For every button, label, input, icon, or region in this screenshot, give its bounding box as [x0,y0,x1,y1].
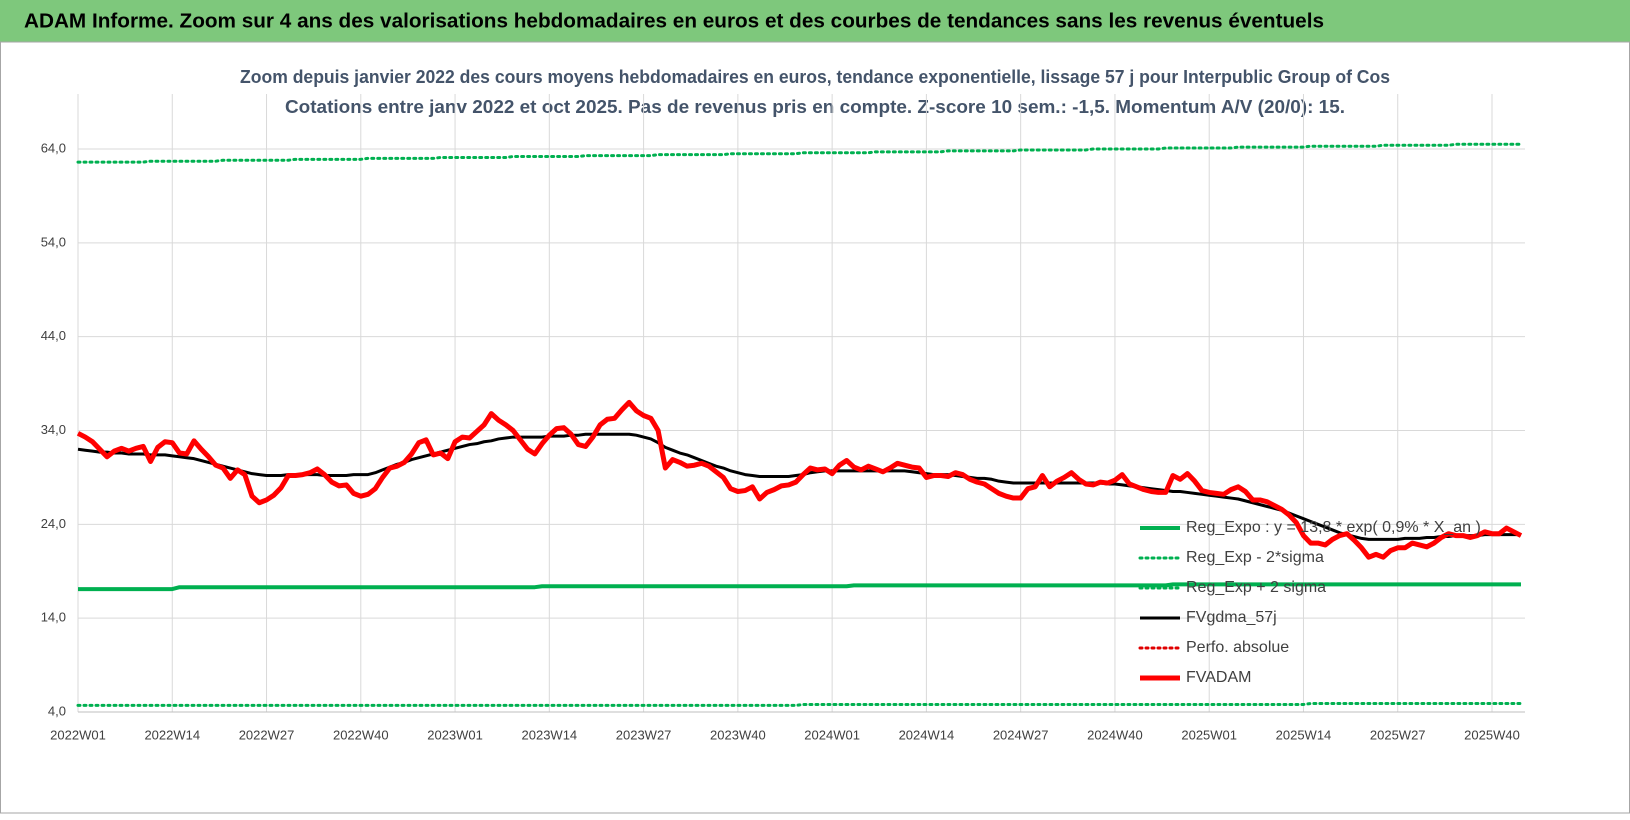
x-tick-label: 2022W01 [50,727,106,742]
grid: 4,0 14,0 24,0 34,0 44,0 54,0 64,0 2022W01 2022W1… [41,94,1525,742]
legend-label: FVgdma_57j [1186,609,1277,626]
y-tick-label: 14,0 [41,610,66,625]
x-tick-label: 2025W14 [1276,727,1332,742]
header-bar [0,0,1630,42]
y-tick-label: 44,0 [41,328,66,343]
y-tick-label: 24,0 [41,516,66,531]
lines [76,142,1523,707]
x-tick-label: 2023W01 [427,727,483,742]
legend-label: Reg_Expo : y = 13,8 * exp( 0,9% * X_an ) [1186,519,1481,536]
x-tick-label: 2024W40 [1087,727,1143,742]
x-tick-label: 2022W27 [239,727,295,742]
x-tick-label: 2022W14 [144,727,200,742]
series-line [76,399,1523,560]
legend-label: FVADAM [1186,669,1251,686]
x-tick-label: 2025W40 [1464,727,1520,742]
x-tick-label: 2023W40 [710,727,766,742]
x-tick-label: 2025W27 [1370,727,1426,742]
x-tick-label: 2025W01 [1181,727,1237,742]
y-tick-label: 34,0 [41,422,66,437]
x-tick-label: 2024W27 [993,727,1049,742]
header-title: ADAM Informe. Zoom sur 4 ans des valoris… [24,10,1324,32]
chart-frame [0,41,1630,814]
x-tick-label: 2024W01 [804,727,860,742]
series-line [76,142,1523,164]
y-tick-label: 54,0 [41,234,66,249]
chart-subtitle: Cotations entre janv 2022 et oct 2025. P… [285,97,1345,117]
legend: Reg_Expo : y = 13,8 * exp( 0,9% * X_an )… [1138,519,1481,686]
legend-label: Perfo. absolue [1186,639,1289,656]
legend-label: Reg_Exp + 2 sigma [1186,579,1326,596]
y-tick-label: 64,0 [41,140,66,155]
legend-label: Reg_Exp - 2*sigma [1186,549,1324,566]
x-tick-label: 2023W27 [616,727,672,742]
series-line [76,702,1523,707]
chart-title: Zoom depuis janvier 2022 des cours moyen… [240,67,1390,87]
x-tick-label: 2024W14 [899,727,955,742]
x-tick-label: 2023W14 [522,727,578,742]
x-tick-label: 2022W40 [333,727,389,742]
series-line [78,582,1521,592]
y-tick-label: 4,0 [48,703,66,718]
